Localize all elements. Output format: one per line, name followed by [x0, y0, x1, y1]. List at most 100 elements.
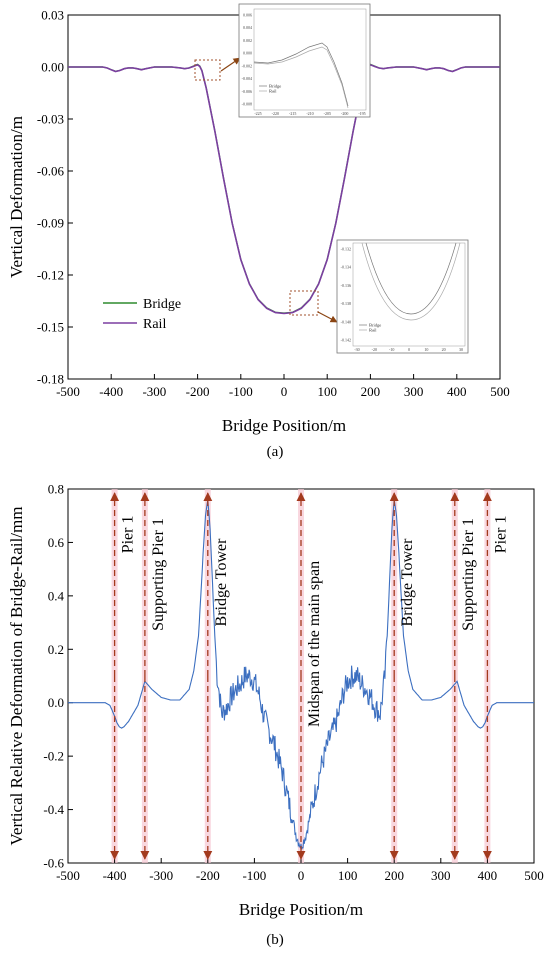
inset-1-x-tick-label: -225: [254, 111, 261, 116]
inset-2-y-ticks: -0.132 -0.134 -0.136 -0.138 -0.140 -0.142: [341, 247, 351, 343]
series-a: [68, 63, 500, 315]
x-ticks-b: -500 -400 -300 -200 -100 0 100 200 300 400 500: [56, 858, 544, 883]
inset-1-y-tick-label: -0.006: [242, 89, 252, 94]
x-tick-label-b: 0: [298, 868, 305, 883]
series-line-rail: [68, 64, 500, 315]
annotation-label: Midspan of the main span: [306, 561, 323, 727]
y-tick-label-b: 0.8: [48, 482, 64, 497]
inset-2-plot: [352, 242, 466, 347]
y-axis-title-b: Vertical Relative Deformation of Bridge-…: [7, 507, 26, 846]
annotation-label: Pier 1: [492, 516, 509, 554]
y-tick-label-a: -0.03: [37, 112, 64, 127]
inset-1: 0.006 0.004 0.002 0.000 -0.002 -0.004 -0.006 -0…: [238, 3, 371, 118]
annotation-label: Pier 1: [120, 516, 137, 554]
x-tick-label-a: -200: [186, 384, 210, 399]
y-tick-label-a: -0.12: [37, 268, 64, 283]
legend-a: Bridge Rail: [103, 297, 181, 332]
x-tick-label-b: 500: [524, 868, 544, 883]
inset-2-y-tick-label: -0.142: [341, 338, 351, 343]
x-tick-label-a: -300: [142, 384, 166, 399]
x-tick-label-a: 0: [281, 384, 288, 399]
inset-2-x-tick-label: 20: [442, 347, 446, 352]
x-tick-label-b: 400: [478, 868, 498, 883]
zoom-box-2: [289, 290, 319, 316]
annotation-label: Supporting Pier 1: [460, 518, 477, 631]
y-tick-label-a: 0.00: [41, 60, 64, 75]
y-tick-label-b: 0.4: [48, 588, 65, 603]
panel-label-b: (b): [266, 932, 284, 948]
x-axis-title-b: Bridge Position/m: [239, 900, 363, 919]
panel-label-a: (a): [267, 444, 284, 460]
inset-1-plot: [253, 8, 367, 111]
inset-2-frame: [336, 239, 469, 354]
annotation-label: Bridge Tower: [399, 538, 416, 627]
x-axis-title-a: Bridge Position/m: [222, 416, 346, 435]
x-tick-label-a: -400: [99, 384, 123, 399]
y-axis-title-a: Vertical Deformation/m: [7, 116, 26, 278]
y-tick-label-a: -0.09: [37, 216, 64, 231]
x-tick-label-a: 400: [447, 384, 467, 399]
inset-2-y-tick-label: -0.136: [341, 283, 351, 288]
y-tick-label-a: -0.06: [37, 164, 65, 179]
inset-2-rail-line: [361, 242, 461, 321]
y-tick-label-a: -0.18: [37, 372, 64, 387]
legend-label-rail: Rail: [143, 317, 166, 332]
x-tick-label-b: 200: [384, 868, 404, 883]
inset-1-y-tick-label: 0.004: [243, 25, 252, 30]
y-tick-label-a: 0.03: [41, 8, 64, 23]
y-tick-label-b: -0.2: [43, 749, 64, 764]
legend-label-bridge: Bridge: [143, 297, 181, 312]
inset-2-x-tick-label: -30: [354, 347, 359, 352]
inset-2-x-tick-label: 10: [424, 347, 428, 352]
annotations-b: Pier 1 Supporting Pier 1 Bridge Tower Midsp…: [110, 492, 509, 860]
inset-2-y-tick-label: -0.134: [341, 265, 351, 270]
inset-1-x-tick-label: -205: [324, 111, 331, 116]
inset-2-x-tick-label: -10: [389, 347, 394, 352]
chart-b: 0.8 0.6 0.4 0.2 0.0 -0.2 -0.4 -0.6 -500 -400 -300…: [7, 482, 544, 949]
inset-1-x-ticks: -225 -220 -215 -210 -205 -200 -195: [254, 111, 365, 116]
x-tick-label-b: -500: [56, 868, 80, 883]
inset-2-legend-rail: Rail: [369, 328, 377, 333]
x-tick-label-a: 100: [317, 384, 337, 399]
zoom-arrow-1: [220, 57, 241, 72]
inset-1-x-tick-label: -200: [341, 111, 348, 116]
inset-2-legend-bridge: Bridge: [369, 323, 381, 328]
x-tick-label-a: -500: [56, 384, 80, 399]
inset-2-y-tick-label: -0.140: [341, 319, 351, 324]
zoom-arrow-2: [317, 311, 338, 323]
inset-1-rail-line: [253, 46, 349, 109]
inset-1-x-tick-label: -195: [358, 111, 365, 116]
series-line-relative-deformation: [68, 499, 534, 850]
inset-1-x-tick-label: -210: [306, 111, 313, 116]
x-tick-label-b: -200: [196, 868, 220, 883]
series-b: [68, 499, 534, 850]
x-tick-label-b: 100: [338, 868, 358, 883]
zoom-box-1: [194, 59, 221, 81]
inset-1-y-tick-label: -0.002: [242, 63, 252, 68]
inset-1-bridge-line: [253, 42, 349, 107]
x-ticks-a: -500 -400 -300 -200 -100 0 100 200 300 400 500: [56, 374, 510, 399]
inset-2-bridge-line: [365, 242, 457, 315]
y-tick-label-b: -0.4: [43, 802, 64, 817]
inset-2-y-tick-label: -0.132: [341, 247, 351, 252]
y-tick-label-b: 0.0: [48, 695, 64, 710]
inset-1-x-tick-label: -215: [289, 111, 296, 116]
inset-1-frame: [238, 3, 371, 118]
chart-a: 0.03 0.00 -0.03 -0.06 -0.09 -0.12 -0.15 -0.18 -…: [7, 3, 510, 460]
x-tick-label-a: -100: [229, 384, 253, 399]
x-tick-label-b: -300: [149, 868, 173, 883]
inset-1-y-tick-label: -0.008: [242, 102, 252, 107]
inset-2-y-tick-label: -0.138: [341, 301, 351, 306]
inset-1-legend-rail: Rail: [269, 89, 277, 94]
inset-1-y-tick-label: 0.002: [243, 38, 252, 43]
x-tick-label-b: -100: [242, 868, 266, 883]
y-ticks-a: 0.03 0.00 -0.03 -0.06 -0.09 -0.12 -0.15 -0.18: [37, 8, 73, 387]
inset-1-legend-bridge: Bridge: [269, 84, 281, 89]
inset-1-y-ticks: 0.006 0.004 0.002 0.000 -0.002 -0.004 -0.006 -0…: [242, 13, 252, 107]
y-tick-label-b: -0.6: [43, 856, 64, 871]
x-tick-label-b: -400: [103, 868, 127, 883]
x-tick-label-a: 300: [404, 384, 424, 399]
y-ticks-b: 0.8 0.6 0.4 0.2 0.0 -0.2 -0.4 -0.6: [43, 482, 73, 871]
y-tick-label-b: 0.6: [48, 535, 65, 550]
